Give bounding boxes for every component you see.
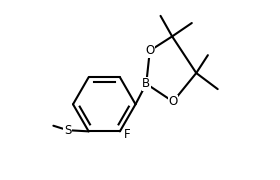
Text: F: F: [124, 129, 131, 141]
Text: O: O: [145, 44, 155, 57]
Text: S: S: [64, 124, 71, 137]
Text: O: O: [168, 95, 178, 108]
Text: B: B: [142, 77, 150, 90]
